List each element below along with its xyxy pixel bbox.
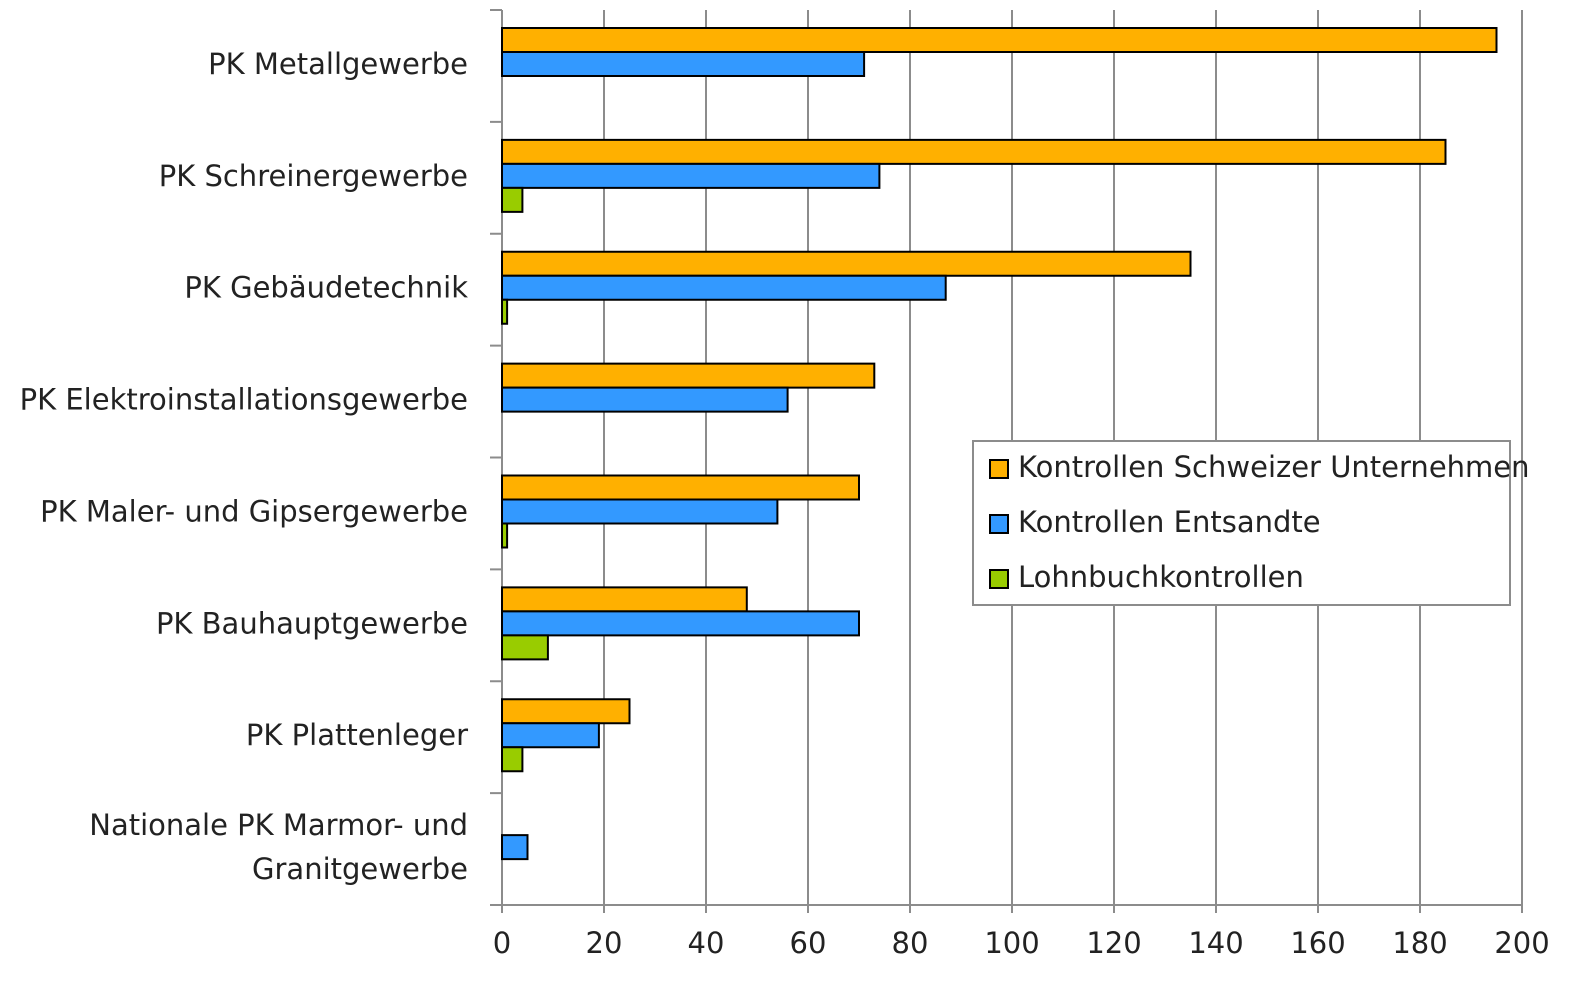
y-tick-label: PK Gebäudetechnik xyxy=(184,271,468,305)
bar xyxy=(501,27,1498,53)
bar xyxy=(501,386,789,413)
bar xyxy=(501,51,866,77)
x-tick-label: 200 xyxy=(1494,926,1549,960)
y-tick-label: PK Bauhauptgewerbe xyxy=(156,606,468,640)
bar xyxy=(501,162,881,189)
legend-box xyxy=(972,440,1511,606)
bar xyxy=(501,250,1192,277)
bar xyxy=(501,298,509,325)
bar xyxy=(501,274,947,301)
bar xyxy=(501,834,529,861)
bar xyxy=(501,186,524,213)
x-tick-label: 160 xyxy=(1290,926,1345,960)
bar xyxy=(501,746,524,773)
x-tick-label: 20 xyxy=(586,926,623,960)
x-tick-label: 0 xyxy=(493,926,511,960)
y-tick-label: PK Elektroinstallationsgewerbe xyxy=(20,383,468,417)
y-tick-label: PK Metallgewerbe xyxy=(208,47,468,81)
bar xyxy=(501,498,779,525)
x-tick-label: 120 xyxy=(1086,926,1141,960)
x-tick-label: 60 xyxy=(790,926,827,960)
x-tick-label: 140 xyxy=(1188,926,1243,960)
legend-label: Kontrollen Entsandte xyxy=(1018,505,1321,539)
x-tick-label: 100 xyxy=(984,926,1039,960)
bar xyxy=(501,586,748,613)
bar xyxy=(501,722,600,749)
bar xyxy=(501,610,860,637)
bar xyxy=(501,474,860,501)
bar xyxy=(501,362,876,389)
legend-label: Kontrollen Schweizer Unternehmen xyxy=(1018,450,1530,484)
bar xyxy=(501,634,549,661)
bar xyxy=(501,698,631,725)
legend-swatch xyxy=(989,514,1009,534)
y-tick-label: PK Maler- und Gipsergewerbe xyxy=(40,494,468,528)
x-tick-label: 180 xyxy=(1392,926,1447,960)
x-tick-label: 40 xyxy=(688,926,725,960)
y-tick-label: PK Schreinergewerbe xyxy=(159,159,468,193)
legend-swatch xyxy=(989,569,1009,589)
x-tick-label: 80 xyxy=(892,926,929,960)
legend-swatch xyxy=(989,459,1009,479)
y-tick-label: PK Plattenleger xyxy=(246,718,468,752)
legend-label: Lohnbuchkontrollen xyxy=(1018,560,1304,594)
y-tick-label: Nationale PK Marmor- und Granitgewerbe xyxy=(89,808,468,886)
bar xyxy=(501,522,509,549)
bar xyxy=(501,138,1447,165)
